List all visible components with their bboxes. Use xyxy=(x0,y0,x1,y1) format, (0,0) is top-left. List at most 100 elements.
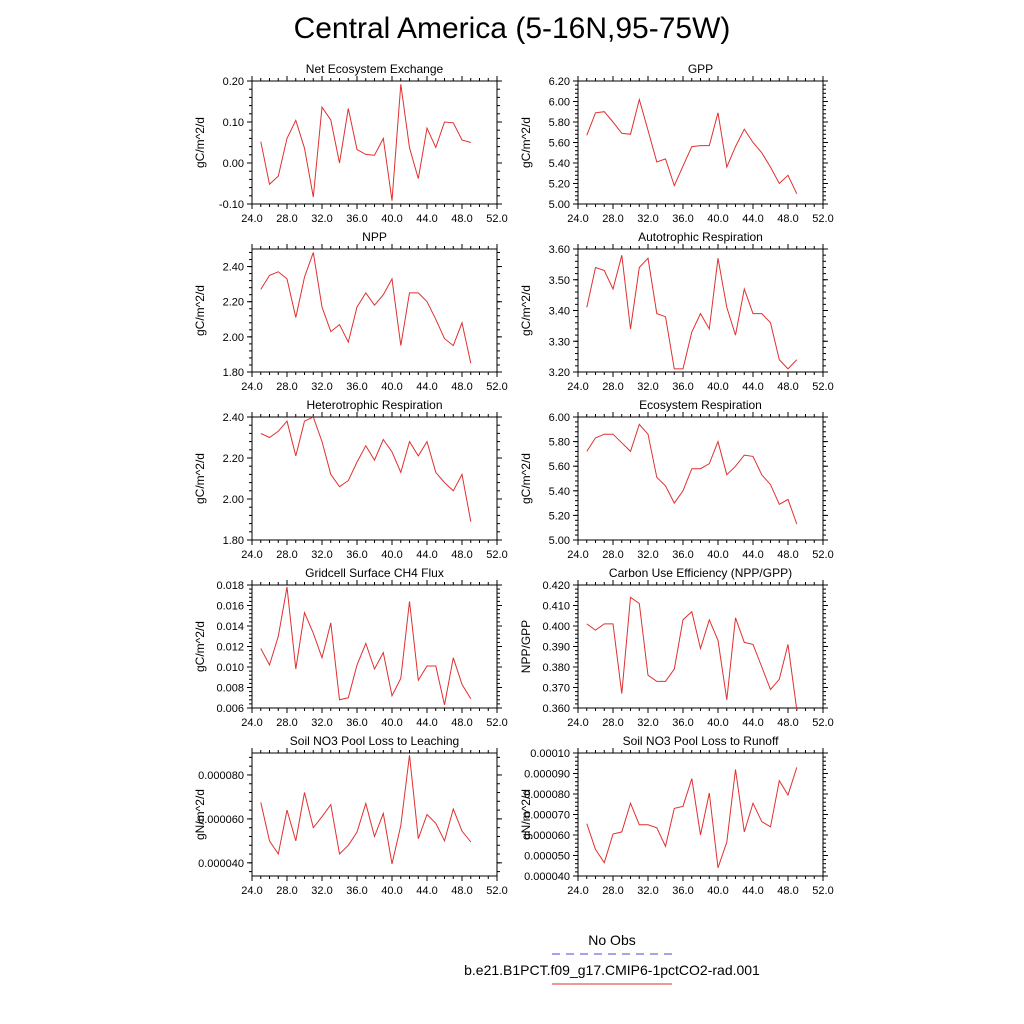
panel-2-xtick-label: 28.0 xyxy=(602,213,623,225)
panel-6-ytick-label: 5.80 xyxy=(549,437,570,449)
panel-4-ytick-label: 3.50 xyxy=(549,275,570,287)
panel-2-ytick-label: 5.80 xyxy=(549,117,570,129)
panel-1-xtick-label: 24.0 xyxy=(241,213,262,225)
panel-7-xtick-label: 36.0 xyxy=(346,717,367,729)
panel-6-xtick-label: 24.0 xyxy=(567,549,588,561)
panel-3-xtick-label: 28.0 xyxy=(276,381,297,393)
panel-4-xtick-label: 44.0 xyxy=(742,381,763,393)
panel-4-xtick-label: 32.0 xyxy=(637,381,658,393)
panel-3-xtick-label: 36.0 xyxy=(346,381,367,393)
panel-6-ytick-label: 6.00 xyxy=(549,412,570,424)
panel-7-ytick-label: 0.014 xyxy=(216,621,244,633)
panel-8-xtick-label: 48.0 xyxy=(777,717,798,729)
panel-8-xtick-label: 28.0 xyxy=(602,717,623,729)
panel-6-xtick-label: 36.0 xyxy=(672,549,693,561)
panel-6-xtick-label: 40.0 xyxy=(707,549,728,561)
panel-3-xtick-label: 24.0 xyxy=(241,381,262,393)
panel-6-xtick-label: 52.0 xyxy=(812,549,833,561)
panel-8-xtick-label: 32.0 xyxy=(637,717,658,729)
panel-2-title: GPP xyxy=(688,62,713,76)
panel-1-xtick-label: 40.0 xyxy=(381,213,402,225)
panel-7-xtick-label: 52.0 xyxy=(486,717,507,729)
panel-8-ylabel: NPP/GPP xyxy=(519,620,533,673)
panel-5-xtick-label: 44.0 xyxy=(416,549,437,561)
panel-5-xtick-label: 36.0 xyxy=(346,549,367,561)
panel-1-xtick-label: 32.0 xyxy=(311,213,332,225)
panel-5-ytick-label: 2.00 xyxy=(223,494,244,506)
panel-6-ytick-label: 5.20 xyxy=(549,510,570,522)
panel-1-series-line xyxy=(260,84,471,201)
panel-10-ytick-label: 0.00010 xyxy=(530,748,570,760)
panel-8-ytick-label: 0.420 xyxy=(542,580,570,592)
panel-7-xtick-label: 40.0 xyxy=(381,717,402,729)
panel-3-ytick-label: 1.80 xyxy=(223,367,244,379)
panel-8-xtick-label: 52.0 xyxy=(812,717,833,729)
panel-8-ytick-label: 0.390 xyxy=(542,642,570,654)
panel-7-xtick-label: 24.0 xyxy=(241,717,262,729)
panel-3-xtick-label: 32.0 xyxy=(311,381,332,393)
panel-1-frame xyxy=(251,80,498,205)
panel-4-ytick-label: 3.20 xyxy=(549,367,570,379)
panel-4-frame xyxy=(577,248,824,373)
panel-4-xtick-label: 52.0 xyxy=(812,381,833,393)
panel-7-ytick-label: 0.016 xyxy=(216,601,244,613)
panel-5-ytick-label: 2.20 xyxy=(223,453,244,465)
panel-7-ytick-label: 0.006 xyxy=(216,703,244,715)
panel-9-ytick-label: 0.000080 xyxy=(198,770,244,782)
panel-7-xtick-label: 28.0 xyxy=(276,717,297,729)
panel-1-xtick-label: 52.0 xyxy=(486,213,507,225)
panel-2-frame xyxy=(577,80,824,205)
panel-9-xtick-label: 36.0 xyxy=(346,885,367,897)
panel-2-ytick-label: 5.60 xyxy=(549,138,570,150)
panel-9-ylabel: gN/m^2/d xyxy=(193,789,207,840)
panel-10-xtick-label: 32.0 xyxy=(637,885,658,897)
panel-5-title: Heterotrophic Respiration xyxy=(306,398,442,412)
panel-4-ytick-label: 3.40 xyxy=(549,306,570,318)
panel-3-ytick-label: 2.20 xyxy=(223,297,244,309)
panel-10-ytick-label: 0.000090 xyxy=(524,769,570,781)
panel-3-series-line xyxy=(260,252,472,364)
panel-10-xtick-label: 40.0 xyxy=(707,885,728,897)
panel-7-ytick-label: 0.018 xyxy=(216,580,244,592)
panel-10-xtick-label: 24.0 xyxy=(567,885,588,897)
panel-2-xtick-label: 32.0 xyxy=(637,213,658,225)
panel-7-xtick-label: 32.0 xyxy=(311,717,332,729)
panel-1-xtick-label: 36.0 xyxy=(346,213,367,225)
panel-6-ylabel: gC/m^2/d xyxy=(519,453,533,504)
panel-4-ytick-label: 3.30 xyxy=(549,336,570,348)
panel-1-ytick-label: 0.00 xyxy=(223,158,244,170)
panel-9: Soil NO3 Pool Loss to Leaching gN/m^2/d 24… xyxy=(193,734,508,897)
panel-7-series-line xyxy=(260,586,472,706)
panel-9-xtick-label: 28.0 xyxy=(276,885,297,897)
panel-10-xtick-label: 44.0 xyxy=(742,885,763,897)
panel-6-series-line xyxy=(586,423,798,525)
panel-8-series-line xyxy=(586,596,798,711)
panel-9-series-line xyxy=(260,755,472,865)
page-title: Central America (5-16N,95-75W) xyxy=(293,12,731,45)
panel-5-ylabel: gC/m^2/d xyxy=(193,453,207,504)
panel-9-ytick-label: 0.000040 xyxy=(198,858,244,870)
panel-6-title: Ecosystem Respiration xyxy=(639,398,762,412)
panel-7: Gridcell Surface CH4 Flux gC/m^2/d 24.0 28.… xyxy=(193,566,508,729)
panel-2-xtick-label: 24.0 xyxy=(567,213,588,225)
panel-1-title: Net Ecosystem Exchange xyxy=(306,62,444,76)
panel-10-xtick-label: 48.0 xyxy=(777,885,798,897)
panel-6-ytick-label: 5.60 xyxy=(549,461,570,473)
panel-10-ytick-label: 0.000060 xyxy=(524,830,570,842)
panel-3-xtick-label: 44.0 xyxy=(416,381,437,393)
panel-9-xtick-label: 52.0 xyxy=(486,885,507,897)
panel-8-ytick-label: 0.360 xyxy=(542,703,570,715)
panel-4-title: Autotrophic Respiration xyxy=(638,230,763,244)
panel-4-series-line xyxy=(586,255,798,370)
panel-10-series-line xyxy=(586,767,798,868)
panel-10-title: Soil NO3 Pool Loss to Runoff xyxy=(623,734,780,748)
panel-9-xtick-label: 44.0 xyxy=(416,885,437,897)
panel-4-xtick-label: 28.0 xyxy=(602,381,623,393)
panel-5-xtick-label: 52.0 xyxy=(486,549,507,561)
panel-9-title: Soil NO3 Pool Loss to Leaching xyxy=(290,734,459,748)
panel-2-xtick-label: 36.0 xyxy=(672,213,693,225)
panel-7-ytick-label: 0.008 xyxy=(216,683,244,695)
panel-7-ylabel: gC/m^2/d xyxy=(193,621,207,672)
panel-10-ytick-label: 0.000080 xyxy=(524,789,570,801)
panel-10: Soil NO3 Pool Loss to Runoff gN/m^2/d 24.0… xyxy=(519,734,834,897)
